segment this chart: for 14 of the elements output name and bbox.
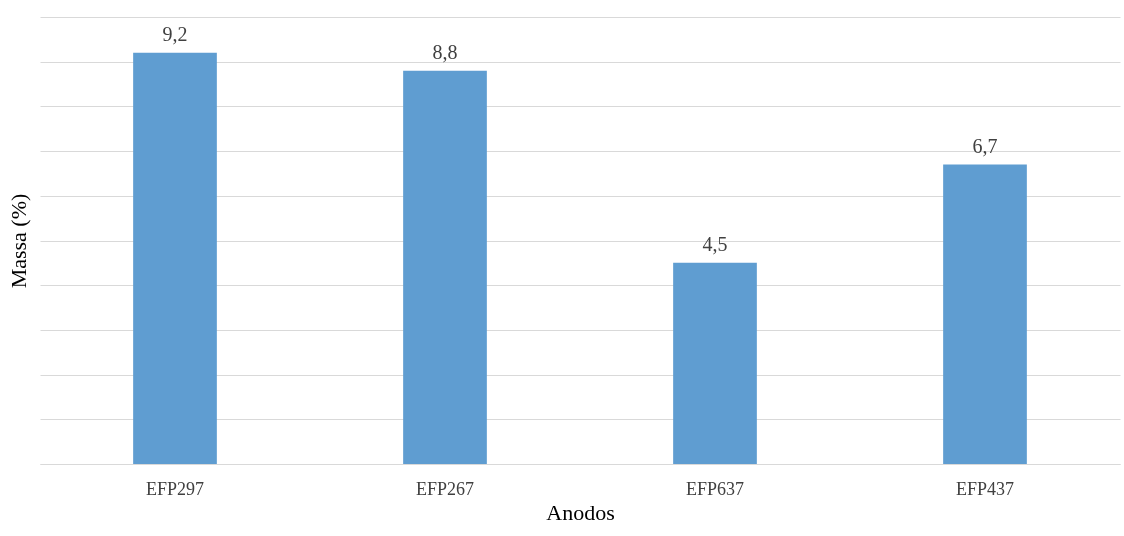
x-tick-label: EFP297 xyxy=(145,478,205,499)
x-tick-label: EFP637 xyxy=(685,478,745,499)
x-tick-label: EFP267 xyxy=(415,478,475,499)
x-tick-label: EFP437 xyxy=(955,478,1015,499)
data-label: 8,8 xyxy=(432,40,458,63)
bar xyxy=(673,262,757,464)
bar xyxy=(133,52,217,464)
data-label: 4,5 xyxy=(702,232,728,255)
x-axis-title: Anodos xyxy=(546,499,615,525)
data-label: 6,7 xyxy=(972,134,998,157)
y-axis-title: Massa (%) xyxy=(5,193,31,289)
bar xyxy=(403,70,487,464)
data-label: 9,2 xyxy=(162,22,188,45)
bar xyxy=(943,164,1027,464)
